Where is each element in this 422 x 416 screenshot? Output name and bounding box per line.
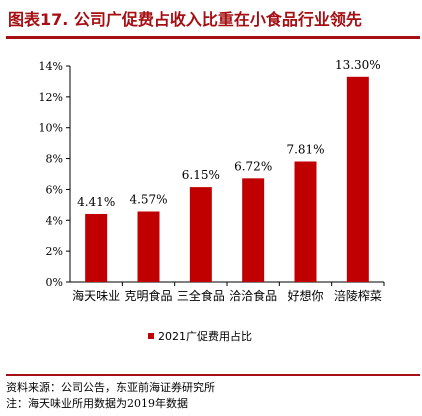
legend-label: 2021广促费用占比 xyxy=(158,329,252,343)
x-tick-label: 三全食品 xyxy=(177,288,225,303)
y-tick-label: 14% xyxy=(39,60,63,73)
source-note: 资料来源：公司公告，东亚前海证券研究所 xyxy=(6,381,215,394)
y-tick-label: 4% xyxy=(46,214,63,227)
footer-divider xyxy=(6,374,420,376)
y-tick-label: 2% xyxy=(46,245,63,258)
bar xyxy=(85,213,108,282)
data-label: 4.41% xyxy=(77,195,115,209)
data-label: 6.72% xyxy=(234,159,272,173)
chart-title: 图表17. 公司广促费占收入比重在小食品行业领先 xyxy=(8,10,362,29)
x-tick-label: 涪陵榨菜 xyxy=(334,288,382,303)
bar xyxy=(294,161,317,282)
y-tick-label: 0% xyxy=(46,276,63,289)
x-tick-label: 克明食品 xyxy=(124,288,172,303)
y-tick-label: 8% xyxy=(46,153,63,166)
data-label: 6.15% xyxy=(182,168,220,182)
data-label: 13.30% xyxy=(335,58,381,72)
legend-swatch xyxy=(148,333,154,339)
y-tick-label: 12% xyxy=(39,91,63,104)
footer: 资料来源：公司公告，东亚前海证券研究所 注：海天味业所用数据为2019年数据 xyxy=(6,374,420,412)
title-bar: 图表17. 公司广促费占收入比重在小食品行业领先 xyxy=(0,0,422,40)
bar xyxy=(137,211,160,282)
bar xyxy=(189,187,212,282)
title-divider xyxy=(6,36,420,39)
y-tick-label: 6% xyxy=(46,183,63,196)
data-note: 注：海天味业所用数据为2019年数据 xyxy=(6,397,188,410)
x-tick-label: 海天味业 xyxy=(72,288,120,303)
y-tick-label: 10% xyxy=(39,122,63,135)
data-label: 7.81% xyxy=(286,143,324,157)
bar xyxy=(242,178,265,282)
data-label: 4.57% xyxy=(129,192,167,206)
x-tick-label: 洽洽食品 xyxy=(229,288,277,303)
bar xyxy=(346,76,369,282)
bar-chart: 0% 2% 4% 6% 8% 10% 12% 14% 4.41% 海天味业 4.57% 克明食品 6.1… xyxy=(39,58,385,343)
x-tick-label: 好想你 xyxy=(287,288,323,303)
